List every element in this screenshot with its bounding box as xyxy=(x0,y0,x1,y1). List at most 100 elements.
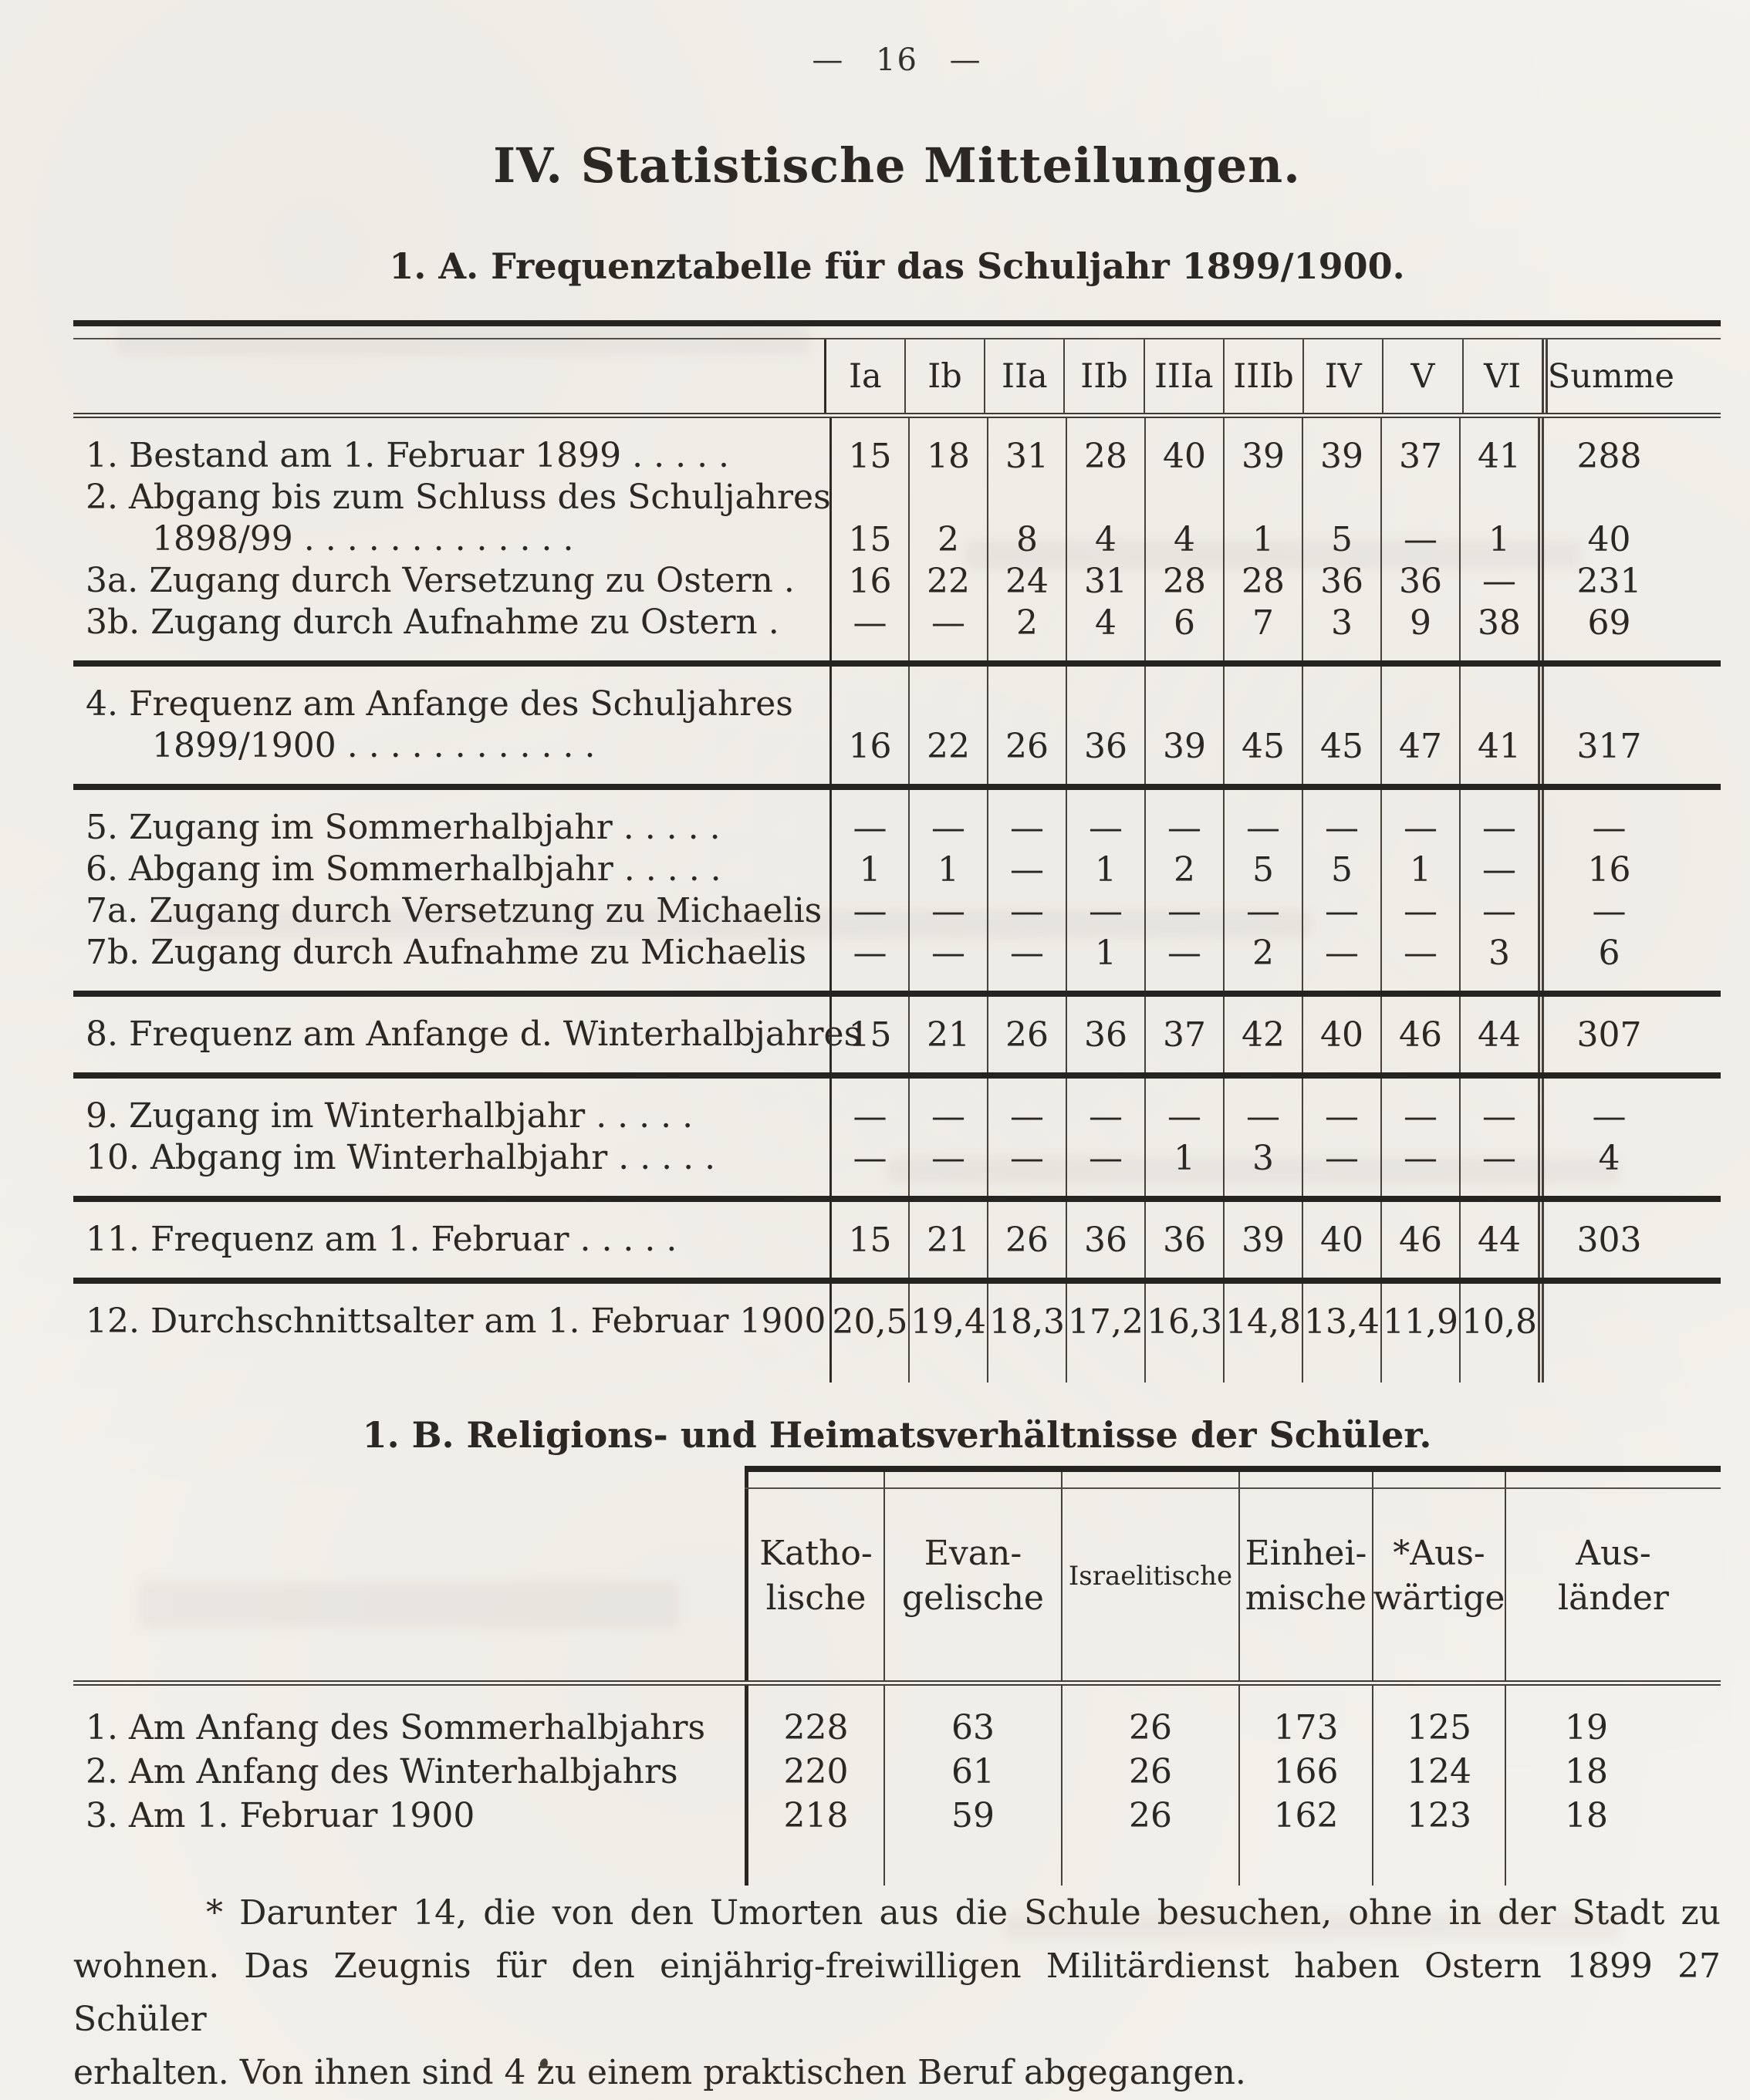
table-a-cell-value: 3 xyxy=(1252,1139,1274,1178)
table-a-cell-value: 28 xyxy=(1242,562,1285,601)
table-a-value-column: 19,4 xyxy=(908,1284,987,1383)
table-a-summe-column: 288 40 231 69 xyxy=(1538,418,1721,660)
table-a-cell: 45 xyxy=(1225,684,1302,767)
table-a-cell: — xyxy=(832,807,908,849)
table-a-cell-value: 40 xyxy=(1320,1220,1363,1260)
table-a-cell: 21 xyxy=(910,1014,987,1055)
table-b-row-label: 1. Am Anfang des Sommerhalbjahrs xyxy=(86,1708,706,1747)
table-b-value-column: 63 61 59 xyxy=(883,1686,1061,1886)
table-a-cell-value: — xyxy=(931,892,965,931)
table-a-cell-value: 1 xyxy=(1488,520,1510,559)
table-b-cell: 26 xyxy=(1129,1752,1172,1791)
table-a-cell: 10,8 xyxy=(1461,1301,1538,1342)
table-a-cell: 1 xyxy=(910,849,987,890)
table-b-col-header: Aus-länder xyxy=(1505,1472,1721,1680)
table-a-cell-value: — xyxy=(853,1139,887,1178)
table-b-cell: 166 xyxy=(1273,1752,1339,1791)
table-a-cell: 31 xyxy=(1067,560,1144,602)
table-a-cell-value: 17,2 xyxy=(1068,1302,1144,1342)
table-a-value-column: 21 xyxy=(908,1202,987,1278)
table-a-cell: 13,4 xyxy=(1303,1301,1380,1342)
table-a-cell-value: 41 xyxy=(1478,727,1521,766)
table-a-cell: 15 xyxy=(832,477,908,560)
table-a-cell: 37 xyxy=(1382,435,1459,477)
table-b-cell: 63 xyxy=(951,1708,995,1747)
table-a-cell-value: — xyxy=(1089,892,1123,931)
table-a-cell-value: 47 xyxy=(1399,727,1442,766)
table-a-cell: 4 xyxy=(1146,477,1223,560)
table-a-cell: 22 xyxy=(910,684,987,767)
table-a-cell: — xyxy=(910,890,987,932)
table-a-value-column: 39 xyxy=(1144,667,1223,784)
table-a-cell: — xyxy=(1067,1096,1144,1137)
table-a-cell-value: 31 xyxy=(1084,562,1127,601)
table-a-cell: — xyxy=(1303,1096,1380,1137)
table-a-cell: 15 xyxy=(832,435,908,477)
table-a-value-column: 26 xyxy=(987,667,1066,784)
table-a-col-header: V xyxy=(1382,339,1461,413)
table-a-value-column: 36 xyxy=(1066,667,1144,784)
table-a-cell: 46 xyxy=(1382,1219,1459,1261)
table-a-cell-value: — xyxy=(1482,892,1516,931)
table-a-col-header: Ib xyxy=(904,339,984,413)
table-a-cell-value: 3 xyxy=(1331,603,1353,643)
table-a-summe-column xyxy=(1538,1284,1721,1383)
table-b-col-header-line: Israelitische xyxy=(1068,1561,1233,1592)
table-a-cell: 20,5 xyxy=(832,1301,908,1342)
table-a-cell-value: 28 xyxy=(1084,437,1127,476)
table-b-col-header-line: lische xyxy=(765,1578,867,1618)
table-a-cell: 21 xyxy=(910,1219,987,1261)
table-b-cell: 61 xyxy=(951,1752,995,1791)
table-a-value-column: 39 1 28 7 xyxy=(1223,418,1302,660)
table-a-row-label: 10. Abgang im Winterhalbjahr . . . . . xyxy=(86,1138,716,1177)
table-b-label-column: 1. Am Anfang des Sommerhalbjahrs 2. Am An… xyxy=(73,1686,745,1886)
table-a-cell: 15 xyxy=(832,1219,908,1261)
table-a-cell-value: 15 xyxy=(848,1015,892,1055)
table-a-cell-value: 46 xyxy=(1399,1015,1442,1055)
table-a-cell: — xyxy=(910,932,987,974)
table-a-cell: 18 xyxy=(910,435,987,477)
table-a-value-column: 15 xyxy=(829,1202,908,1278)
table-a-label-column: 5. Zugang im Sommerhalbjahr . . . . . 6. … xyxy=(73,790,829,991)
table-a-cell-value: — xyxy=(1404,934,1438,973)
table-b-col-header: Evan-gelische xyxy=(883,1472,1061,1680)
table-a-cell: 17,2 xyxy=(1067,1301,1144,1342)
table-a-cell-value: 44 xyxy=(1478,1220,1521,1260)
table-b-value-column: 125 124 123 xyxy=(1372,1686,1505,1886)
table-a-value-column: — — xyxy=(908,1079,987,1196)
table-b-cell: 162 xyxy=(1273,1796,1339,1835)
table-a-summe-cell: 16 xyxy=(1544,849,1674,890)
table-a-cell: 19,4 xyxy=(910,1301,987,1342)
table-a-cell-value: 45 xyxy=(1320,727,1363,766)
table-a-cell: 1 xyxy=(1382,849,1459,890)
table-a-summe-value: 231 xyxy=(1576,562,1642,601)
table-a-cell: — xyxy=(1382,807,1459,849)
table-a-summe-cell: — xyxy=(1544,890,1674,932)
table-b-header-spacer xyxy=(73,1466,745,1680)
table-a-cell: — xyxy=(1303,932,1380,974)
table-a-cell: — xyxy=(1225,1096,1302,1137)
table-a-value-column: — — xyxy=(829,1079,908,1196)
table-b-cell: 220 xyxy=(783,1752,849,1791)
table-a-cell-value: — xyxy=(1010,1097,1044,1136)
table-a-header-spacer xyxy=(73,339,824,413)
table-b-col-header-line: Katho- xyxy=(759,1534,873,1573)
table-a-cell-value: — xyxy=(931,1139,965,1178)
table-a-cell: 26 xyxy=(988,1014,1066,1055)
table-a-cell: 44 xyxy=(1461,1014,1538,1055)
table-a-cell: 1 xyxy=(1146,1137,1223,1179)
table-a-cell-value: 26 xyxy=(1005,1220,1049,1260)
table-a-value-column: 40 4 28 6 xyxy=(1144,418,1223,660)
table-b-cell: 19 xyxy=(1565,1708,1608,1747)
table-a-value-column: 16,3 xyxy=(1144,1284,1223,1383)
table-a-cell-value: — xyxy=(1246,809,1280,848)
table-a-cell: — xyxy=(832,602,908,643)
table-a-value-column: — — —3 xyxy=(1459,790,1538,991)
table-a-cell: 46 xyxy=(1382,1014,1459,1055)
table-a-summe-cell: 6 xyxy=(1544,932,1674,974)
table-a-cell-value: — xyxy=(1482,1097,1516,1136)
table-b-value-column: 19 18 18 xyxy=(1505,1686,1721,1886)
table-a-cell-value: — xyxy=(1325,934,1359,973)
table-a-summe-value: 40 xyxy=(1587,520,1631,559)
table-a-row-label: 12. Durchschnittsalter am 1. Februar 190… xyxy=(86,1302,826,1341)
